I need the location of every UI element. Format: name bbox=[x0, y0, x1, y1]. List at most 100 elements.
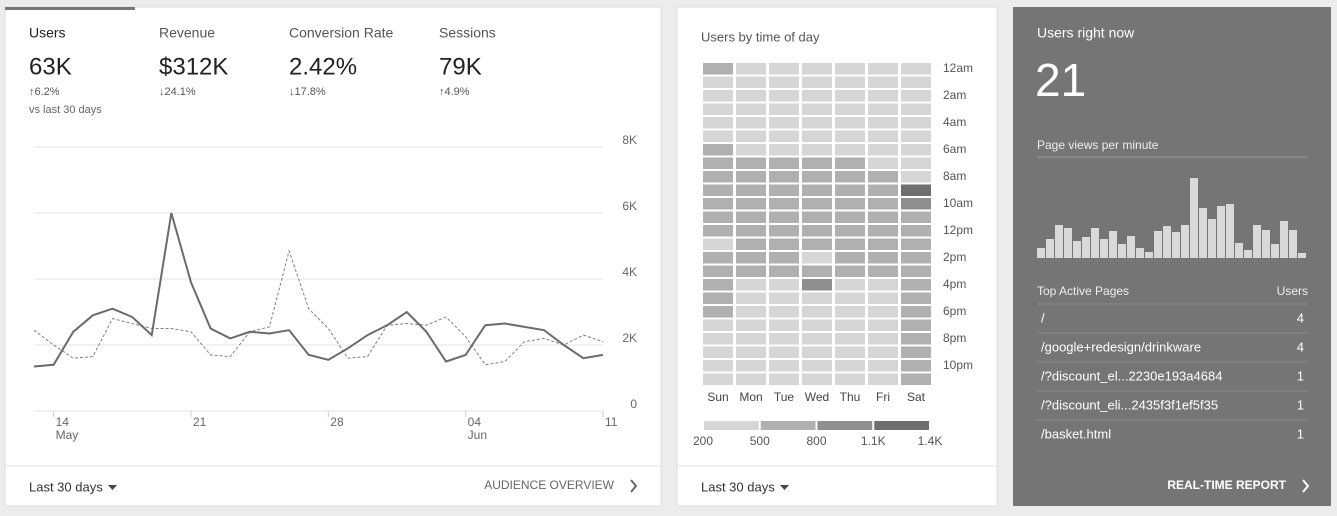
heatmap-cell bbox=[703, 225, 733, 237]
bar bbox=[1064, 228, 1072, 258]
heatmap-cell bbox=[835, 252, 865, 264]
bar bbox=[1109, 231, 1117, 258]
page-path[interactable]: / bbox=[1041, 310, 1045, 325]
page-path[interactable]: /?discount_el...2230e193a4684 bbox=[1041, 368, 1222, 383]
tab-change: ↓17.8% bbox=[289, 86, 326, 98]
heatmap-cell bbox=[835, 346, 865, 358]
heatmap-cell bbox=[901, 103, 931, 115]
day-label: Wed bbox=[805, 390, 829, 404]
tab-value: 63K bbox=[29, 53, 72, 80]
bar bbox=[1082, 237, 1090, 258]
heatmap-cell bbox=[802, 306, 832, 318]
page-path[interactable]: /google+redesign/drinkware bbox=[1041, 339, 1201, 354]
date-range[interactable]: Last 30 days bbox=[29, 479, 103, 494]
heatmap-cell bbox=[736, 265, 766, 277]
heatmap-cell bbox=[868, 211, 898, 223]
legend-label: 500 bbox=[750, 434, 770, 448]
tab-label[interactable]: Conversion Rate bbox=[289, 25, 393, 41]
tab-label[interactable]: Users bbox=[29, 25, 66, 41]
heatmap-cell bbox=[835, 319, 865, 331]
hour-label: 12am bbox=[943, 61, 973, 75]
heatmap-cell bbox=[901, 184, 931, 196]
heatmap-cell bbox=[868, 184, 898, 196]
heatmap-cell bbox=[901, 157, 931, 169]
bar bbox=[1298, 253, 1306, 258]
y-tick-label: 6K bbox=[622, 199, 637, 213]
x-tick-label: 21 bbox=[193, 415, 207, 429]
bar bbox=[1199, 208, 1207, 258]
heatmap-cell bbox=[802, 292, 832, 304]
tab-value: 79K bbox=[439, 53, 482, 80]
table-header: Users bbox=[1277, 284, 1308, 298]
bar bbox=[1190, 178, 1198, 258]
heatmap-cell bbox=[802, 144, 832, 156]
heatmap-cell bbox=[802, 373, 832, 385]
overview-card bbox=[4, 6, 662, 507]
bar bbox=[1154, 231, 1162, 258]
heatmap-cell bbox=[736, 225, 766, 237]
heatmap-cell bbox=[901, 171, 931, 183]
tab-label[interactable]: Sessions bbox=[439, 25, 496, 41]
heatmap-cell bbox=[868, 238, 898, 250]
heatmap-cell bbox=[901, 346, 931, 358]
heatmap-cell bbox=[802, 103, 832, 115]
bar bbox=[1127, 236, 1135, 258]
x-month-label: May bbox=[56, 428, 79, 442]
heatmap-cell bbox=[868, 117, 898, 129]
heatmap-cell bbox=[802, 76, 832, 88]
overview-link[interactable]: AUDIENCE OVERVIEW bbox=[484, 478, 614, 492]
heatmap-cell bbox=[802, 360, 832, 372]
heatmap-cell bbox=[901, 265, 931, 277]
heatmap-cell bbox=[736, 238, 766, 250]
hour-label: 8am bbox=[943, 169, 966, 183]
heatmap-cell bbox=[736, 319, 766, 331]
heatmap-cell bbox=[736, 184, 766, 196]
line-series bbox=[33, 249, 604, 366]
hour-label: 12pm bbox=[943, 223, 973, 237]
heatmap-cell bbox=[703, 171, 733, 183]
y-tick-label: 0 bbox=[630, 397, 637, 411]
heatmap-cell bbox=[736, 373, 766, 385]
heatmap-cell bbox=[868, 225, 898, 237]
page-path[interactable]: /?discount_eli...2435f3f1ef5f35 bbox=[1041, 397, 1218, 412]
heatmap-cell bbox=[901, 76, 931, 88]
line-series bbox=[33, 212, 604, 368]
heatmap-cell bbox=[901, 279, 931, 291]
heatmap-cell bbox=[736, 103, 766, 115]
heatmap-cell bbox=[736, 333, 766, 345]
realtime-link[interactable]: REAL-TIME REPORT bbox=[1167, 478, 1286, 492]
legend-label: 200 bbox=[693, 434, 713, 448]
heatmap-cell bbox=[769, 238, 799, 250]
heatmap-cell bbox=[835, 333, 865, 345]
heatmap-cell bbox=[835, 76, 865, 88]
heatmap-cell bbox=[835, 117, 865, 129]
heatmap-cell bbox=[769, 211, 799, 223]
heatmap-cell bbox=[901, 360, 931, 372]
bar bbox=[1055, 225, 1063, 258]
tab-label[interactable]: Revenue bbox=[159, 25, 215, 41]
heatmap-cell bbox=[901, 144, 931, 156]
dropdown-arrow bbox=[108, 485, 117, 490]
legend-swatch bbox=[874, 421, 929, 430]
heatmap-cell bbox=[868, 76, 898, 88]
page-path[interactable]: /basket.html bbox=[1041, 426, 1111, 441]
bar bbox=[1226, 204, 1234, 258]
chevron bbox=[1302, 479, 1310, 493]
heatmap-cell bbox=[703, 144, 733, 156]
bar bbox=[1262, 230, 1270, 258]
heatmap-cell bbox=[769, 346, 799, 358]
hour-label: 2pm bbox=[943, 250, 966, 264]
heatmap-cell bbox=[769, 184, 799, 196]
y-tick-label: 4K bbox=[622, 265, 637, 279]
heatmap-cell bbox=[769, 306, 799, 318]
heatmap-cell bbox=[769, 292, 799, 304]
heatmap-cell bbox=[835, 279, 865, 291]
heatmap-cell bbox=[868, 333, 898, 345]
tab-change: ↑6.2% bbox=[29, 86, 60, 98]
heatmap-cell bbox=[835, 211, 865, 223]
bar bbox=[1271, 244, 1279, 258]
date-range[interactable]: Last 30 days bbox=[701, 479, 775, 494]
heatmap-cell bbox=[868, 198, 898, 210]
